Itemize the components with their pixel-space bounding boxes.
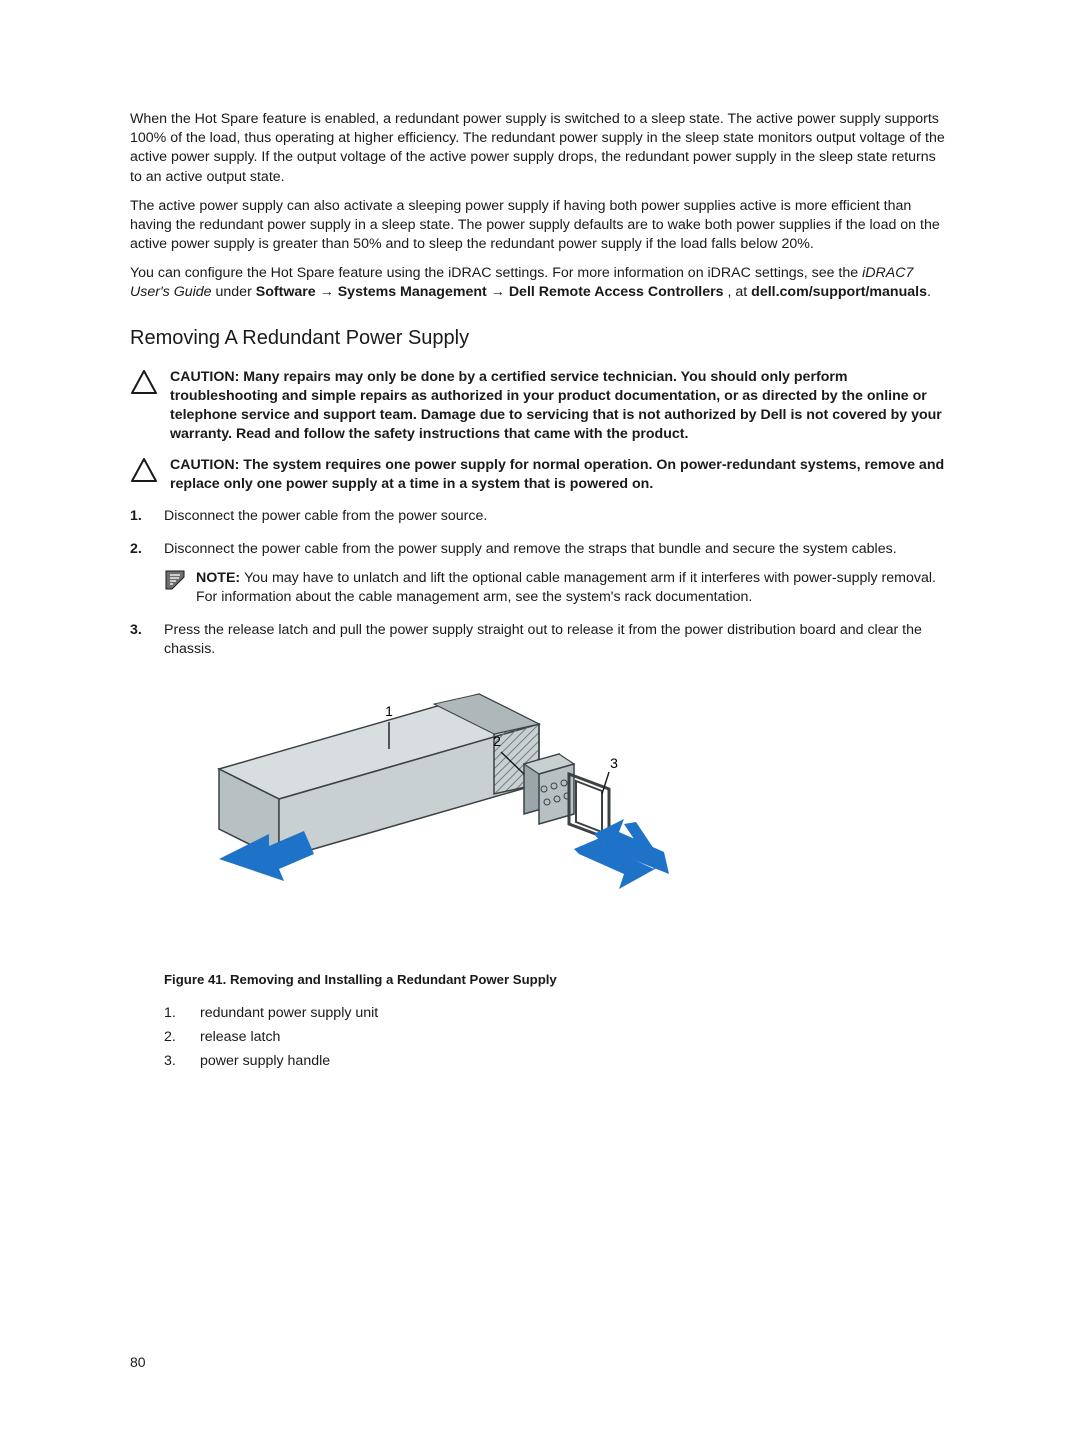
caution-icon: [130, 456, 158, 482]
step-2: Disconnect the power cable from the powe…: [130, 540, 950, 608]
caution-lead: CAUTION:: [170, 457, 243, 473]
legend-text-1: redundant power supply unit: [200, 1001, 378, 1025]
p3-text-c: , at: [724, 284, 752, 300]
legend-item-2: 2. release latch: [164, 1025, 950, 1049]
step-3: Press the release latch and pull the pow…: [130, 621, 950, 659]
legend-item-1: 1. redundant power supply unit: [164, 1001, 950, 1025]
legend-num-3: 3.: [164, 1049, 178, 1073]
intro-paragraph-3: You can configure the Hot Spare feature …: [130, 264, 950, 302]
p3-nav-path: Software → Systems Management → Dell Rem…: [256, 284, 724, 300]
caution-2-text: CAUTION: The system requires one power s…: [170, 456, 950, 494]
figure-legend: 1. redundant power supply unit 2. releas…: [164, 1001, 950, 1073]
procedure-steps: Disconnect the power cable from the powe…: [130, 507, 950, 660]
figure-41: 1 2 3 Figure 41. Removing and Installing…: [164, 674, 950, 1073]
note-body: You may have to unlatch and lift the opt…: [196, 570, 936, 605]
step-1-text: Disconnect the power cable from the powe…: [164, 508, 487, 524]
intro-paragraph-2: The active power supply can also activat…: [130, 197, 950, 255]
note-icon: [164, 569, 186, 591]
power-supply-diagram: 1 2 3: [164, 674, 704, 954]
p3-text-b: under: [212, 284, 256, 300]
page-number: 80: [130, 1354, 146, 1370]
step-1: Disconnect the power cable from the powe…: [130, 507, 950, 526]
caution-block-1: CAUTION: Many repairs may only be done b…: [130, 368, 950, 445]
caution-1-text: CAUTION: Many repairs may only be done b…: [170, 368, 950, 445]
legend-num-1: 1.: [164, 1001, 178, 1025]
legend-num-2: 2.: [164, 1025, 178, 1049]
note-block: NOTE: You may have to unlatch and lift t…: [164, 569, 950, 607]
figure-label-3: 3: [610, 755, 618, 771]
remove-arrow-icon: [574, 819, 669, 889]
p3-text-a: You can configure the Hot Spare feature …: [130, 265, 862, 281]
note-lead: NOTE:: [196, 570, 244, 586]
p3-url: dell.com/support/manuals: [751, 284, 927, 300]
intro-paragraph-1: When the Hot Spare feature is enabled, a…: [130, 110, 950, 187]
p3-text-d: .: [927, 284, 931, 300]
figure-label-2: 2: [493, 733, 501, 749]
figure-label-1: 1: [385, 703, 393, 719]
figure-caption: Figure 41. Removing and Installing a Red…: [164, 972, 950, 987]
insert-arrow-icon: [219, 831, 314, 881]
caution-block-2: CAUTION: The system requires one power s…: [130, 456, 950, 494]
step-2-text: Disconnect the power cable from the powe…: [164, 541, 897, 557]
caution-2-body: The system requires one power supply for…: [170, 457, 944, 492]
section-heading: Removing A Redundant Power Supply: [130, 327, 950, 350]
note-text: NOTE: You may have to unlatch and lift t…: [196, 569, 950, 607]
caution-1-body: Many repairs may only be done by a certi…: [170, 369, 942, 443]
legend-text-3: power supply handle: [200, 1049, 330, 1073]
legend-text-2: release latch: [200, 1025, 280, 1049]
step-3-text: Press the release latch and pull the pow…: [164, 622, 922, 657]
legend-item-3: 3. power supply handle: [164, 1049, 950, 1073]
caution-icon: [130, 368, 158, 394]
caution-lead: CAUTION:: [170, 369, 243, 385]
